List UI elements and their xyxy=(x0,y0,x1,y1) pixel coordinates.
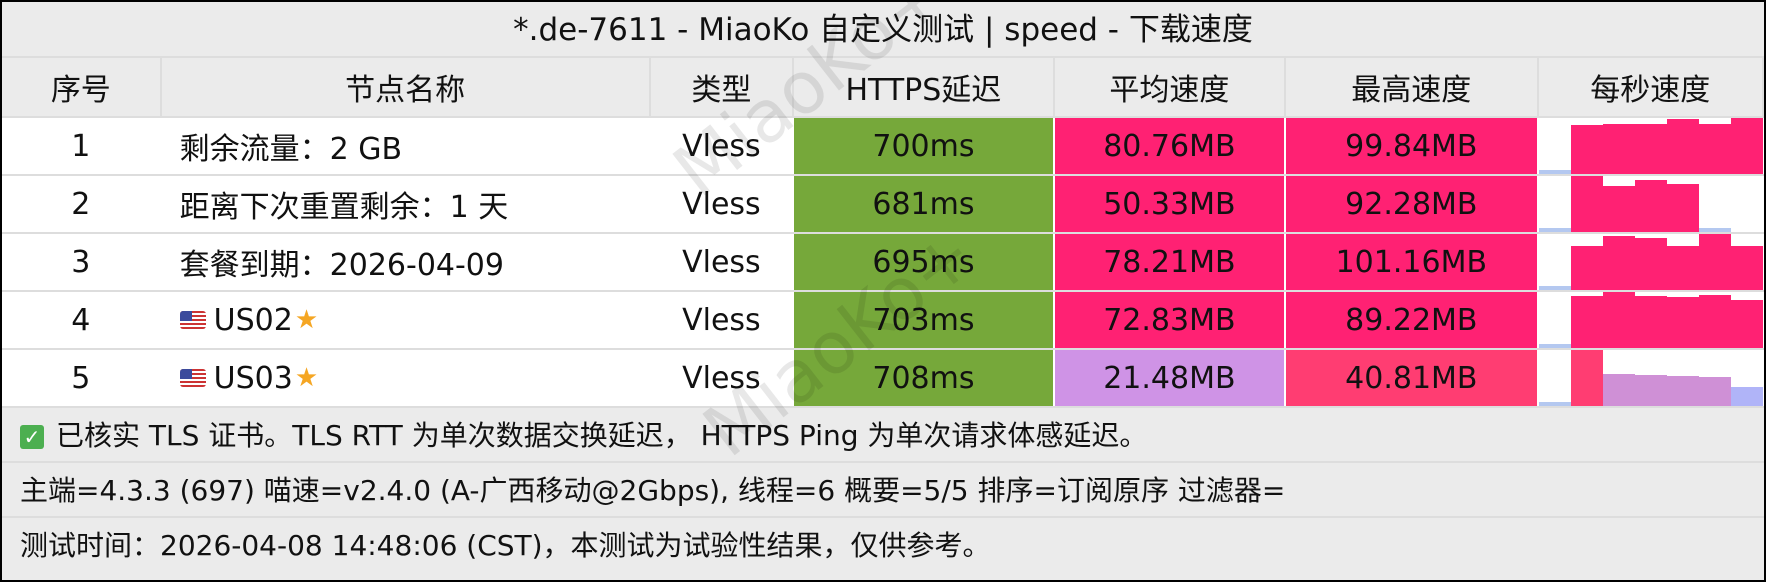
per-second-bar xyxy=(1698,295,1731,348)
node-name: 套餐到期：2026-04-09 xyxy=(162,234,651,290)
tls-note: ✓ 已核实 TLS 证书。TLS RTT 为单次数据交换延迟， HTTPS Pin… xyxy=(2,408,1764,463)
col-max-speed: 最高速度 xyxy=(1286,58,1539,116)
col-index: 序号 xyxy=(2,58,162,116)
per-second-bar xyxy=(1602,123,1635,174)
col-type: 类型 xyxy=(651,58,795,116)
https-latency: 681ms xyxy=(794,176,1055,232)
per-second-bar xyxy=(1634,295,1667,348)
https-latency: 700ms xyxy=(794,118,1055,174)
table-title: *.de-7611 - MiaoKo 自定义测试 | speed - 下载速度 xyxy=(2,2,1764,58)
node-name-text: 剩余流量：2 GB xyxy=(179,132,403,167)
node-name: 剩余流量：2 GB xyxy=(162,118,651,174)
node-type: Vless xyxy=(651,118,795,174)
node-name: 距离下次重置剩余：1 天 xyxy=(162,176,651,232)
us-flag-icon xyxy=(179,369,206,387)
per-second-bar xyxy=(1538,343,1571,348)
node-name-text: US03 xyxy=(213,360,293,396)
per-second-bar xyxy=(1538,286,1571,290)
star-icon: ★ xyxy=(294,305,319,335)
table-row: 1 剩余流量：2 GB Vless 700ms 80.76MB 99.84MB xyxy=(2,118,1764,176)
per-second-bar xyxy=(1538,170,1571,174)
row-index: 3 xyxy=(2,234,162,290)
per-second-bar xyxy=(1538,402,1571,406)
per-second-bar xyxy=(1602,373,1635,406)
max-speed: 101.16MB xyxy=(1286,234,1539,290)
per-second-bar xyxy=(1666,297,1699,348)
node-name-text: 距离下次重置剩余：1 天 xyxy=(179,190,509,225)
per-second-bar xyxy=(1666,376,1699,406)
per-second-chart xyxy=(1538,350,1764,406)
per-second-chart xyxy=(1538,292,1764,348)
avg-speed: 21.48MB xyxy=(1054,350,1287,406)
per-second-bar xyxy=(1730,118,1763,174)
node-name: US03 ★ xyxy=(162,350,651,406)
row-index: 2 xyxy=(2,176,162,232)
per-second-bar xyxy=(1666,183,1699,232)
per-second-chart xyxy=(1538,118,1764,174)
node-type: Vless xyxy=(651,292,795,348)
per-second-bar xyxy=(1602,292,1635,348)
table-row: 2 距离下次重置剩余：1 天 Vless 681ms 50.33MB 92.28… xyxy=(2,176,1764,234)
check-icon: ✓ xyxy=(20,425,44,449)
node-type: Vless xyxy=(651,350,795,406)
per-second-bar xyxy=(1570,246,1603,290)
header-row: 序号 节点名称 类型 HTTPS延迟 平均速度 最高速度 每秒速度 xyxy=(2,58,1764,118)
time-line: 测试时间：2026-04-08 14:48:06 (CST)，本测试为试验性结果… xyxy=(2,518,1764,573)
per-second-bar xyxy=(1602,235,1635,290)
us-flag-icon xyxy=(179,311,206,329)
node-type: Vless xyxy=(651,176,795,232)
per-second-bar xyxy=(1570,295,1603,348)
per-second-bar xyxy=(1698,123,1731,174)
node-name: US02 ★ xyxy=(162,292,651,348)
per-second-bar xyxy=(1730,299,1763,348)
table-row: 5 US03 ★ Vless 708ms 21.48MB 40.81MB xyxy=(2,350,1764,408)
per-second-bar xyxy=(1698,377,1731,406)
max-speed: 40.81MB xyxy=(1286,350,1539,406)
col-avg-speed: 平均速度 xyxy=(1055,58,1287,116)
per-second-bar xyxy=(1666,246,1699,290)
per-second-bar xyxy=(1570,350,1603,406)
col-latency: HTTPS延迟 xyxy=(794,58,1055,116)
https-latency: 703ms xyxy=(794,292,1055,348)
tls-note-text: 已核实 TLS 证书。TLS RTT 为单次数据交换延迟， HTTPS Ping… xyxy=(56,419,1148,452)
https-latency: 695ms xyxy=(794,234,1055,290)
max-speed: 92.28MB xyxy=(1286,176,1539,232)
row-index: 5 xyxy=(2,350,162,406)
per-second-chart xyxy=(1538,176,1764,232)
node-type: Vless xyxy=(651,234,795,290)
table-row: 4 US02 ★ Vless 703ms 72.83MB 89.22MB xyxy=(2,292,1764,350)
avg-speed: 80.76MB xyxy=(1054,118,1287,174)
info-line: 主端=4.3.3 (697) 喵速=v2.4.0 (A-广西移动@2Gbps),… xyxy=(2,463,1764,518)
per-second-bar xyxy=(1730,387,1763,406)
per-second-bar xyxy=(1634,238,1667,290)
table-row: 3 套餐到期：2026-04-09 Vless 695ms 78.21MB 10… xyxy=(2,234,1764,292)
star-icon: ★ xyxy=(294,363,319,393)
per-second-bar xyxy=(1570,124,1603,174)
per-second-bar xyxy=(1570,176,1603,232)
col-name: 节点名称 xyxy=(162,58,651,116)
max-speed: 99.84MB xyxy=(1286,118,1539,174)
per-second-bar xyxy=(1730,245,1763,290)
max-speed: 89.22MB xyxy=(1286,292,1539,348)
avg-speed: 50.33MB xyxy=(1054,176,1287,232)
col-per-second: 每秒速度 xyxy=(1539,58,1764,116)
per-second-bar xyxy=(1634,374,1667,406)
per-second-chart xyxy=(1538,234,1764,290)
node-name-text: US02 xyxy=(213,302,293,338)
per-second-bar xyxy=(1666,119,1699,174)
row-index: 1 xyxy=(2,118,162,174)
row-index: 4 xyxy=(2,292,162,348)
avg-speed: 78.21MB xyxy=(1054,234,1287,290)
per-second-bar xyxy=(1602,186,1635,232)
https-latency: 708ms xyxy=(794,350,1055,406)
node-name-text: 套餐到期：2026-04-09 xyxy=(179,248,504,283)
per-second-bar xyxy=(1698,227,1731,232)
per-second-bar xyxy=(1634,179,1667,232)
per-second-bar xyxy=(1634,123,1667,174)
per-second-bar xyxy=(1538,227,1571,232)
per-second-bar xyxy=(1698,234,1731,290)
avg-speed: 72.83MB xyxy=(1054,292,1287,348)
